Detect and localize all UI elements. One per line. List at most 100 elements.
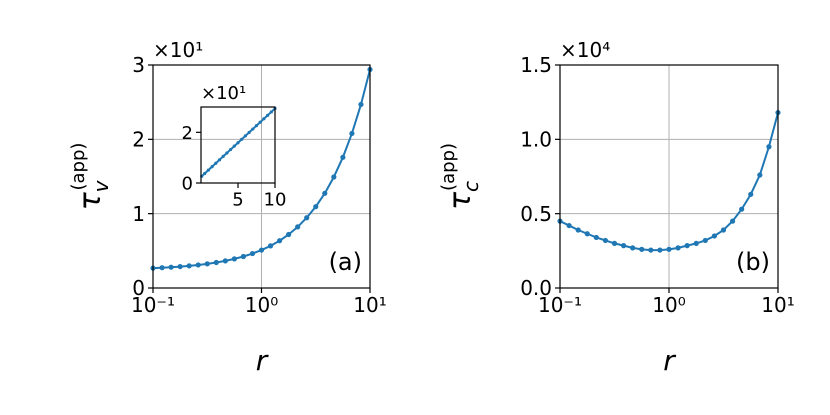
data-point: [243, 134, 247, 138]
y-label-sub: c: [459, 181, 483, 192]
y-tick-label: 2: [182, 123, 193, 144]
panel-label: (a): [329, 248, 362, 276]
data-point: [195, 262, 201, 268]
x-tick-label: 10⁻¹: [538, 293, 582, 317]
y-label-sup: (app): [438, 143, 459, 191]
data-point: [225, 151, 229, 155]
data-point: [186, 263, 192, 269]
data-point: [236, 141, 240, 145]
data-point: [247, 130, 251, 135]
data-point: [666, 246, 672, 252]
data-point: [231, 256, 237, 262]
data-point: [258, 247, 265, 253]
y-tick-label: 1.5: [520, 53, 552, 77]
axes-frame: [152, 64, 371, 289]
data-point: [739, 206, 745, 212]
data-point: [766, 144, 772, 150]
data-point: [295, 224, 301, 230]
data-point: [358, 101, 364, 108]
data-point: [232, 144, 236, 148]
data-point: [269, 110, 273, 114]
data-point: [214, 161, 218, 165]
y-tick-label: 1.0: [520, 128, 552, 152]
y-label-sup: (app): [68, 143, 89, 191]
x-tick-label: 10¹: [761, 293, 794, 317]
data-point: [602, 237, 609, 244]
y-tick-label: 0: [182, 173, 193, 194]
offset-text: ×10⁴: [560, 38, 610, 62]
data-point: [249, 250, 256, 257]
y-label-sub: v: [89, 179, 113, 192]
x-tick-label: 10⁰: [245, 293, 278, 317]
y-tick-label: 0.5: [520, 202, 552, 226]
data-point: [313, 204, 319, 210]
x-tick-label: 10¹: [353, 293, 386, 317]
axes-frame: [559, 64, 779, 289]
data-point: [720, 227, 727, 233]
data-point: [611, 240, 618, 246]
data-point: [729, 218, 736, 224]
data-point: [222, 258, 228, 264]
data-point: [210, 165, 214, 169]
data-point: [254, 124, 259, 128]
x-tick-label: 5: [232, 189, 243, 210]
data-point: [593, 234, 599, 241]
data-point: [322, 190, 328, 196]
data-point: [267, 243, 274, 249]
data-point: [331, 174, 337, 180]
y-tick-label: 0: [132, 276, 145, 300]
data-point: [229, 147, 233, 152]
data-point: [702, 237, 708, 244]
data-point: [630, 245, 636, 251]
y-tick-label: 1: [132, 202, 145, 226]
data-point: [240, 253, 247, 260]
axes-frame: [200, 106, 276, 184]
data-point: [217, 158, 222, 162]
data-point: [266, 113, 270, 117]
data-point: [276, 238, 283, 244]
x-tick-label: 10⁻¹: [131, 293, 175, 317]
data-point: [748, 191, 754, 197]
data-point: [221, 154, 225, 158]
offset-text: ×10¹: [201, 83, 246, 104]
offset-text: ×10¹: [153, 38, 203, 62]
y-tick-label: 0.0: [520, 276, 552, 300]
data-point: [648, 247, 654, 253]
x-axis-label: r: [256, 344, 269, 377]
data-point: [693, 240, 699, 246]
x-tick-label: 10: [264, 189, 287, 210]
data-point: [262, 117, 266, 121]
x-axis-label: r: [663, 344, 676, 377]
data-point: [349, 130, 355, 137]
data-point: [304, 215, 310, 221]
data-point: [620, 243, 627, 249]
data-point: [204, 261, 210, 267]
y-label-base: τ: [73, 191, 108, 210]
data-point: [657, 247, 663, 253]
data-point: [251, 127, 255, 131]
data-point: [203, 171, 207, 176]
x-tick-label: 10⁰: [652, 293, 685, 317]
data-point: [566, 222, 572, 229]
data-point: [575, 227, 581, 233]
data-point: [639, 246, 645, 252]
data-point: [584, 231, 590, 237]
y-axis-label: τc(app): [438, 143, 483, 210]
data-point: [213, 259, 219, 266]
data-point: [240, 137, 244, 141]
data-point: [757, 172, 763, 178]
data-point: [340, 154, 346, 160]
y-label-base: τ: [443, 191, 478, 210]
data-point: [711, 233, 718, 239]
data-point: [675, 245, 681, 251]
panel-label: (b): [736, 248, 770, 276]
y-axis-label: τv(app): [68, 143, 113, 211]
y-tick-label: 3: [132, 53, 145, 77]
data-point: [258, 120, 262, 124]
data-point: [684, 243, 690, 249]
data-point: [286, 231, 292, 238]
data-point: [177, 263, 183, 270]
data-point: [168, 264, 174, 270]
data-point: [159, 265, 165, 271]
